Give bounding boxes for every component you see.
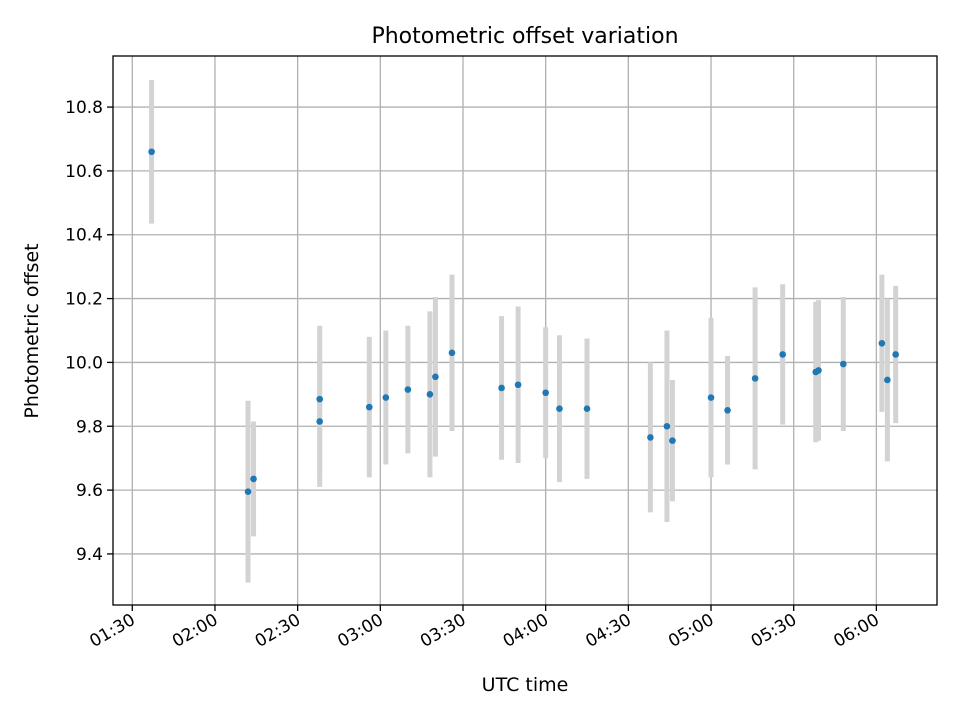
y-axis-label: Photometric offset	[21, 243, 43, 418]
x-tick-label: 05:30	[748, 610, 800, 652]
data-point	[583, 405, 591, 413]
y-tick-label: 10.8	[65, 98, 103, 118]
y-tick-label: 10.2	[65, 290, 103, 310]
y-tick-label: 10.6	[65, 162, 103, 182]
x-tick-label: 06:00	[830, 610, 882, 652]
x-tick-label: 01:30	[86, 610, 138, 652]
chart-title: Photometric offset variation	[371, 24, 678, 49]
x-tick-label: 05:00	[665, 610, 717, 652]
data-point	[707, 394, 715, 401]
data-point	[724, 406, 731, 414]
data-point	[244, 488, 252, 495]
data-point	[884, 376, 891, 384]
data-point	[647, 434, 654, 441]
data-point	[148, 148, 155, 156]
data-point	[448, 349, 456, 357]
plot-frame	[112, 55, 938, 606]
data-point	[382, 394, 390, 401]
data-point	[250, 475, 257, 483]
y-tick-label: 9.4	[76, 545, 103, 565]
data-point	[669, 437, 676, 444]
data-point	[878, 339, 886, 347]
data-point	[556, 405, 563, 413]
data-point	[751, 375, 759, 382]
x-tick-label: 03:00	[334, 610, 386, 652]
y-tick-label: 10.0	[65, 353, 103, 373]
x-tick-label: 04:00	[500, 610, 552, 652]
data-point	[779, 351, 786, 358]
data-point	[316, 418, 323, 425]
data-point	[426, 391, 434, 398]
data-point	[432, 373, 439, 381]
data-point	[404, 386, 412, 393]
data-point	[892, 351, 899, 358]
x-tick-label: 02:00	[169, 610, 221, 652]
y-tick-label: 9.6	[76, 481, 103, 501]
data-point	[365, 403, 373, 411]
data-points	[148, 148, 899, 495]
data-point	[840, 360, 847, 368]
x-tick-label: 02:30	[252, 610, 304, 652]
data-point	[514, 381, 522, 389]
data-point	[663, 422, 671, 430]
x-tick-label: 04:30	[582, 610, 634, 652]
axis-ticks: 01:30 02:00 02:30 03:00 03:30 04:00 04:30 05:00…	[65, 98, 883, 652]
x-tick-label: 03:30	[417, 610, 469, 652]
error-bars	[149, 79, 899, 583]
data-point	[498, 384, 505, 392]
y-tick-label: 10.4	[65, 226, 103, 246]
x-axis-label: UTC time	[482, 674, 569, 696]
data-point	[316, 395, 323, 403]
data-point	[542, 389, 549, 397]
y-tick-label: 9.8	[76, 417, 103, 437]
data-point	[815, 367, 822, 374]
